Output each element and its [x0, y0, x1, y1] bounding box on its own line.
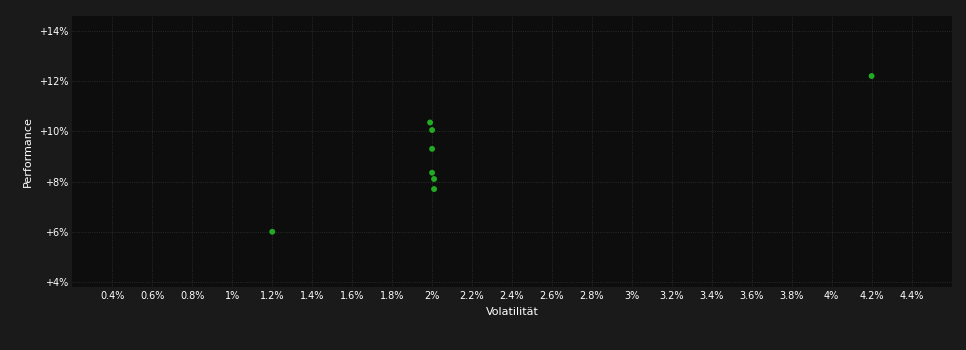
- Point: [424, 146, 440, 152]
- Point: [426, 186, 441, 192]
- Point: [422, 120, 438, 125]
- Y-axis label: Performance: Performance: [23, 116, 33, 187]
- Point: [424, 127, 440, 133]
- Point: [424, 170, 440, 175]
- Point: [265, 229, 280, 234]
- Point: [864, 73, 879, 79]
- Point: [426, 176, 441, 182]
- X-axis label: Volatilität: Volatilität: [486, 307, 538, 317]
